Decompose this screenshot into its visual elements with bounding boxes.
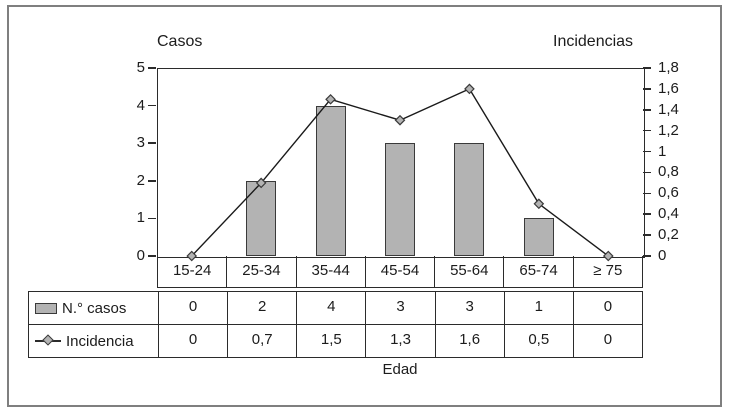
category-cell: 55-64 <box>434 256 503 287</box>
table-value-cell: 0,7 <box>227 325 296 357</box>
table-value-cell: 1,6 <box>434 325 504 357</box>
table-value-cell: 0 <box>158 325 227 357</box>
table-value-cell: 0 <box>572 325 642 357</box>
table-value-cell: 1,3 <box>365 325 434 357</box>
right-axis-tick-mark <box>643 234 651 236</box>
bar-legend-swatch-icon <box>35 302 57 314</box>
category-cell: 15-24 <box>172 262 212 279</box>
right-axis-title: Incidencias <box>553 33 634 50</box>
left-axis-tick-label: 0 <box>136 247 145 264</box>
left-axis-tick-label: 1 <box>136 209 145 227</box>
category-header-row: 15-24 25-34 35-44 45-54 55-64 65-74 ≥ 75 <box>157 256 643 288</box>
table-value-cell: 1,5 <box>296 325 365 357</box>
table-value-cell: 2 <box>227 292 296 324</box>
right-axis-tick-label: 0,2 <box>658 226 679 244</box>
right-axis-tick-mark <box>643 192 651 195</box>
left-axis-tick-label: 3 <box>136 134 145 152</box>
category-cell: 45-54 <box>364 256 434 287</box>
bar-45-54 <box>385 143 415 256</box>
table-row-incidencia: Incidencia 0 0,7 1,5 1,3 1,6 0,5 0 <box>29 324 642 357</box>
right-axis-tick-mark <box>643 109 651 111</box>
legend-label-incidencia: Incidencia <box>66 332 134 350</box>
right-axis-tick-mark <box>643 213 651 215</box>
bar-25-34 <box>246 180 277 256</box>
left-axis-tick-label: 4 <box>136 96 145 114</box>
right-axis-tick-label: 1,2 <box>658 121 679 139</box>
legend-cell-casos: N.° casos <box>29 292 158 324</box>
left-axis-title: Casos <box>157 33 203 50</box>
legend-cell-incidencia: Incidencia <box>29 325 158 357</box>
bar-55-64 <box>454 143 485 256</box>
right-axis-tick-mark <box>643 67 651 69</box>
table-value-cell: 3 <box>434 292 504 324</box>
table-value-cell: 4 <box>296 292 365 324</box>
right-axis-tick-mark <box>643 150 651 153</box>
x-axis-title: Edad <box>382 361 418 378</box>
right-axis-tick-label: 1,8 <box>658 59 679 76</box>
left-axis-tick-label: 5 <box>136 59 145 76</box>
right-axis-tick-mark <box>643 88 651 90</box>
legend-label-casos: N.° casos <box>62 299 127 317</box>
left-axis-tick-mark <box>148 255 156 257</box>
table-value-cell: 0 <box>158 292 227 324</box>
category-cell: 35-44 <box>295 256 365 287</box>
category-cell: ≥ 75 <box>572 256 642 287</box>
bar-65-74 <box>523 218 554 256</box>
right-axis-tick-label: 0 <box>658 247 667 264</box>
left-axis-tick-mark <box>148 67 156 69</box>
left-axis-tick-mark <box>148 142 156 144</box>
figure-border <box>7 5 722 407</box>
table-value-cell: 1 <box>503 292 573 324</box>
right-axis-tick-mark <box>643 129 651 132</box>
right-axis-tick-label: 1,4 <box>658 100 679 118</box>
table-value-cell: 0 <box>572 292 642 324</box>
right-axis-tick-label: 0,6 <box>658 184 679 202</box>
left-axis-tick-mark <box>148 180 156 182</box>
category-cell: 65-74 <box>503 256 572 287</box>
left-axis-tick-mark <box>148 104 156 107</box>
right-axis-tick-label: 0,4 <box>658 205 679 223</box>
right-axis-tick-label: 1 <box>658 142 667 160</box>
table-value-cell: 0,5 <box>503 325 573 357</box>
right-axis-tick-label: 0,8 <box>658 163 679 181</box>
right-axis-tick-mark <box>643 171 651 174</box>
left-axis-tick-mark <box>148 217 156 220</box>
category-cell: 25-34 <box>226 256 295 287</box>
left-axis-tick-label: 2 <box>136 171 145 189</box>
right-axis-tick-label: 1,6 <box>658 79 679 97</box>
bar-35-44 <box>315 105 346 256</box>
line-legend-marker-icon <box>35 334 61 346</box>
table-value-cell: 3 <box>365 292 434 324</box>
right-axis-tick-mark <box>643 255 651 257</box>
